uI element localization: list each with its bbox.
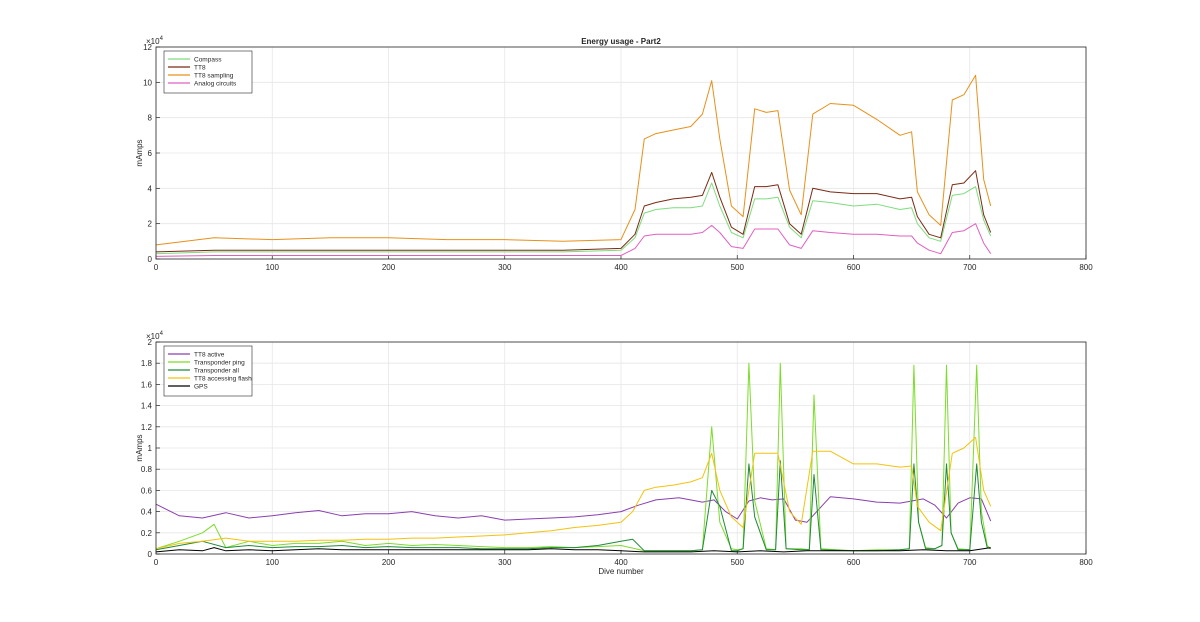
series-line-0 bbox=[155, 182, 992, 255]
series-line-2 bbox=[155, 74, 992, 246]
series-line-2 bbox=[155, 460, 991, 552]
legend-label-1: TT8 bbox=[194, 65, 206, 72]
legend-label-0: Compass bbox=[194, 57, 222, 64]
y-tick-label: 1 bbox=[148, 444, 153, 453]
y-tick-label: 0.8 bbox=[141, 465, 153, 474]
x-tick-label: 200 bbox=[382, 263, 396, 272]
legend-label-0: TT8 active bbox=[194, 352, 225, 359]
legend-label-3: TT8 accessing flash bbox=[194, 376, 252, 383]
y-tick-label: 1.6 bbox=[141, 380, 153, 389]
y-axis-multiplier: ×104 bbox=[146, 36, 164, 46]
x-tick-label: 400 bbox=[614, 558, 628, 567]
y-axis-multiplier-base: ×10 bbox=[146, 37, 160, 46]
x-tick-label: 800 bbox=[1079, 558, 1093, 567]
y-tick-label: 4 bbox=[148, 184, 153, 193]
x-tick-label: 300 bbox=[498, 558, 512, 567]
y-axis-label: mAmps bbox=[135, 434, 144, 461]
y-tick-label: 1.4 bbox=[141, 402, 153, 411]
plot-frame bbox=[155, 341, 1087, 555]
y-tick-label: 0.4 bbox=[141, 508, 153, 517]
x-tick-label: 100 bbox=[266, 558, 280, 567]
series-line-3 bbox=[155, 436, 992, 550]
series-line-1 bbox=[155, 362, 992, 552]
x-tick-label: 700 bbox=[963, 263, 977, 272]
y-tick-label: 1.8 bbox=[141, 359, 153, 368]
series-line-0 bbox=[155, 496, 992, 523]
legend-label-2: Transponder all bbox=[194, 368, 239, 375]
series-line-1 bbox=[155, 170, 992, 253]
chart-title: Energy usage - Part2 bbox=[581, 37, 661, 46]
legend-label-2: TT8 sampling bbox=[194, 73, 234, 80]
y-tick-label: 0.2 bbox=[141, 529, 153, 538]
x-tick-label: 100 bbox=[266, 263, 280, 272]
y-tick-label: 6 bbox=[148, 149, 153, 158]
legend-label-4: GPS bbox=[194, 384, 208, 391]
legend-box bbox=[163, 50, 253, 94]
series-line-3 bbox=[155, 223, 992, 257]
y-axis-label: mAmps bbox=[135, 139, 144, 166]
y-axis-multiplier-base: ×10 bbox=[146, 332, 160, 341]
y-tick-label: 8 bbox=[148, 114, 153, 123]
x-tick-label: 700 bbox=[963, 558, 977, 567]
x-tick-label: 200 bbox=[382, 558, 396, 567]
y-tick-label: 10 bbox=[143, 78, 152, 87]
x-tick-label: 300 bbox=[498, 263, 512, 272]
x-axis-label: Dive number bbox=[598, 567, 644, 576]
x-tick-label: 500 bbox=[731, 558, 745, 567]
y-tick-label: 1.2 bbox=[141, 423, 153, 432]
legend-label-1: Transponder ping bbox=[194, 360, 245, 367]
x-tick-label: 800 bbox=[1079, 263, 1093, 272]
bottom-chart-panel: Dive number mAmps ×104 0 100 200 300 400 500 6… bbox=[135, 331, 1093, 576]
y-tick-label: 12 bbox=[143, 43, 152, 52]
y-tick-label: 0.6 bbox=[141, 486, 153, 495]
x-tick-label: 0 bbox=[154, 558, 159, 567]
legend-label-3: Analog circuits bbox=[194, 81, 237, 88]
x-tick-label: 400 bbox=[614, 263, 628, 272]
x-tick-label: 600 bbox=[847, 558, 861, 567]
y-tick-label: 2 bbox=[148, 338, 153, 347]
x-tick-label: 600 bbox=[847, 263, 861, 272]
y-axis-multiplier: ×104 bbox=[146, 331, 164, 341]
y-tick-label: 0 bbox=[148, 255, 153, 264]
series-line-4 bbox=[155, 547, 991, 553]
x-tick-label: 500 bbox=[731, 263, 745, 272]
y-tick-label: 0 bbox=[148, 550, 153, 559]
y-axis-multiplier-exponent: 4 bbox=[160, 331, 164, 337]
plot-frame bbox=[155, 46, 1087, 260]
y-tick-label: 2 bbox=[148, 220, 153, 229]
top-chart-panel: Energy usage - Part2 mAmps ×104 0 100 200 3… bbox=[135, 36, 1093, 272]
x-tick-label: 0 bbox=[154, 263, 159, 272]
y-axis-multiplier-exponent: 4 bbox=[160, 36, 164, 42]
